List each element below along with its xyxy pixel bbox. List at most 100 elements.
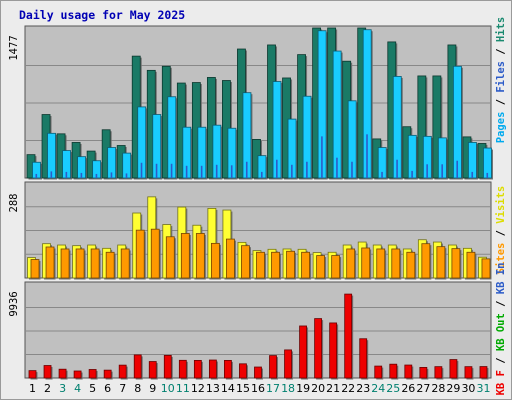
- kbf-bar: [133, 354, 142, 379]
- kbf-bar: [73, 370, 82, 379]
- bottom-plot-area: [24, 281, 492, 379]
- legend-entry: /: [495, 351, 507, 370]
- files-bar: [441, 164, 443, 178]
- files-bar: [260, 171, 263, 178]
- files-bar: [140, 162, 143, 178]
- files-bar: [381, 171, 383, 178]
- sites-bar: [90, 248, 100, 279]
- kbf-bar: [88, 369, 97, 379]
- sites-bar: [180, 233, 190, 279]
- files-bar: [170, 163, 173, 178]
- kbf-bar: [314, 318, 323, 379]
- legend-entry: /: [495, 42, 507, 61]
- sites-bar: [376, 248, 386, 279]
- kbf-bar: [434, 366, 443, 379]
- kbf-bar: [479, 366, 488, 379]
- sites-bar: [165, 236, 175, 279]
- hits-bar: [432, 75, 442, 179]
- legend-entry: Pages: [495, 112, 507, 144]
- x-tick-label: 26: [401, 382, 415, 395]
- files-bar: [471, 171, 474, 178]
- kbf-bar: [329, 322, 338, 379]
- x-tick-label: 12: [191, 382, 205, 395]
- kbf-bar: [464, 366, 473, 379]
- files-bar: [426, 164, 428, 178]
- kbf-bar: [193, 360, 202, 379]
- legend-entry: /: [495, 93, 507, 112]
- x-tick-label: 16: [251, 382, 265, 395]
- x-tick-label: 17: [266, 382, 280, 395]
- sites-bar: [256, 251, 265, 279]
- kbf-bar: [404, 364, 413, 379]
- legend-entry: Visits: [495, 186, 507, 224]
- files-bar: [366, 134, 368, 178]
- x-tick-label: 2: [44, 382, 51, 395]
- sites-bar: [451, 248, 461, 279]
- files-bar: [306, 161, 308, 178]
- sites-bar: [421, 243, 431, 279]
- x-tick-label: 21: [326, 382, 340, 395]
- kbf-bar: [208, 359, 217, 379]
- kbf-bar: [239, 363, 247, 379]
- x-tick-label: 28: [431, 382, 445, 395]
- x-tick-label: 3: [59, 382, 66, 395]
- sites-bar: [436, 246, 446, 279]
- middle-side-legend: Sites / Visits: [495, 186, 507, 275]
- sites-bar: [150, 228, 160, 279]
- sites-bar: [226, 238, 235, 279]
- sites-bar: [346, 248, 356, 279]
- legend-entry: Sites: [495, 243, 507, 275]
- files-bar: [35, 173, 38, 178]
- files-bar: [110, 172, 113, 178]
- sites-bar: [30, 259, 40, 279]
- kbf-bar: [163, 354, 172, 379]
- kbf-bar: [284, 349, 292, 379]
- kbf-bar: [43, 365, 52, 379]
- files-bar: [230, 165, 233, 178]
- x-tick-label: 8: [134, 382, 141, 395]
- x-tick-label: 9: [149, 382, 156, 395]
- kbf-bar: [28, 370, 37, 379]
- top-side-legend: Pages / Files / Hits: [495, 17, 507, 143]
- legend-entry: KB Out: [495, 313, 507, 351]
- x-tick-label: 27: [416, 382, 430, 395]
- sites-bar: [195, 233, 205, 279]
- x-tick-label: 1: [29, 382, 36, 395]
- sites-bar: [466, 251, 476, 279]
- files-bar: [456, 160, 459, 178]
- legend-entry: Hits: [495, 17, 507, 42]
- x-tick-label: 6: [104, 382, 111, 395]
- pages-bar: [47, 132, 56, 179]
- x-tick-label: 24: [371, 382, 385, 395]
- files-bar: [396, 159, 398, 178]
- x-tick-label: 10: [161, 382, 175, 395]
- files-bar: [65, 171, 68, 178]
- files-bar: [80, 172, 83, 178]
- x-tick-label: 22: [341, 382, 355, 395]
- x-tick-label: 20: [311, 382, 325, 395]
- middle-max-label: 288: [8, 194, 20, 213]
- sites-bar: [75, 248, 85, 279]
- sites-bar: [331, 255, 341, 279]
- sites-bar: [135, 229, 145, 279]
- sites-bar: [210, 242, 220, 279]
- kbf-bar: [103, 369, 112, 379]
- kbf-bar: [254, 366, 262, 379]
- sites-bar: [120, 248, 130, 279]
- sites-bar: [271, 251, 280, 279]
- files-bar: [95, 173, 98, 178]
- x-tick-label: 29: [446, 382, 460, 395]
- x-tick-label: 15: [236, 382, 250, 395]
- chart-title: Daily usage for May 2025: [19, 8, 186, 22]
- legend-entry: KB In: [495, 263, 507, 295]
- x-tick-label: 25: [386, 382, 400, 395]
- sites-bar: [406, 251, 416, 279]
- kbf-bar: [58, 368, 67, 379]
- files-bar: [50, 171, 53, 178]
- x-tick-label: 18: [281, 382, 295, 395]
- top-max-label: 1477: [8, 35, 20, 60]
- sites-bar: [361, 247, 371, 279]
- sites-bar: [60, 248, 70, 279]
- kbf-bar: [178, 359, 187, 379]
